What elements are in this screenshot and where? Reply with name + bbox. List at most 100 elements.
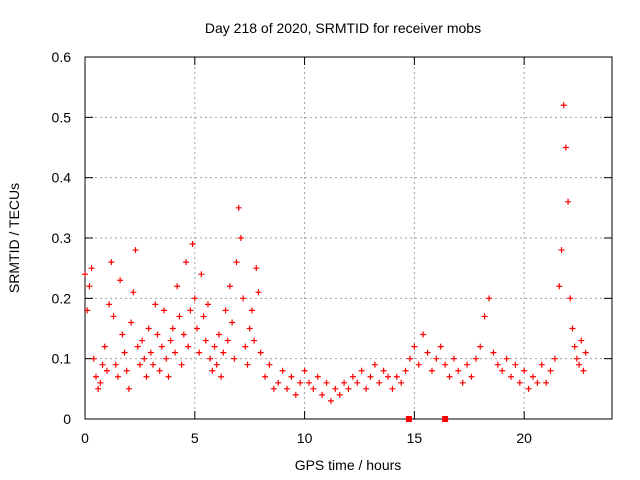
data-point [123, 367, 130, 374]
data-point [82, 271, 88, 278]
data-point [90, 355, 97, 362]
data-point [301, 367, 308, 374]
data-point [332, 385, 339, 392]
data-point [200, 313, 207, 320]
data-point [108, 259, 115, 266]
data-point [152, 301, 159, 308]
data-point [237, 235, 244, 241]
data-point [543, 379, 550, 386]
data-point [147, 349, 154, 356]
data-point [86, 283, 93, 290]
data-point [567, 295, 574, 302]
y-axis-label: SRMTID / TECUs [6, 183, 22, 293]
data-point [525, 385, 532, 392]
data-point [556, 283, 563, 290]
data-point [288, 373, 295, 380]
data-point [398, 379, 405, 386]
data-point [442, 361, 449, 368]
data-point [262, 373, 269, 380]
data-point [358, 367, 365, 374]
data-point [420, 331, 427, 338]
data-points [82, 102, 589, 404]
data-point [211, 343, 218, 350]
data-point [529, 373, 536, 380]
data-point [141, 355, 148, 362]
data-point [130, 289, 137, 296]
data-point [242, 343, 249, 350]
data-point [385, 373, 392, 380]
data-point [569, 325, 576, 332]
data-point [341, 379, 348, 386]
data-point [150, 361, 157, 368]
y-axis: 0 0.1 0.2 0.3 0.4 0.5 0.6 [52, 49, 612, 427]
data-point [547, 367, 554, 374]
data-point [534, 379, 541, 386]
data-point [84, 307, 91, 314]
data-point [106, 301, 113, 308]
data-point [110, 313, 117, 320]
data-point [224, 337, 231, 344]
data-point [503, 355, 510, 362]
data-point [103, 367, 110, 374]
data-point [154, 331, 161, 338]
data-point [198, 271, 205, 278]
data-point [284, 385, 291, 392]
data-point [446, 373, 453, 380]
data-point [99, 361, 106, 368]
data-point [468, 373, 475, 380]
data-point [363, 385, 370, 392]
data-point [521, 367, 528, 374]
y-tick-label: 0.2 [52, 290, 72, 306]
data-point [266, 361, 273, 368]
data-point [233, 259, 240, 266]
data-point [472, 355, 479, 362]
x-axis: 0 5 10 15 20 [81, 57, 532, 446]
data-point [174, 283, 181, 290]
data-point [128, 319, 135, 326]
data-point [551, 355, 558, 362]
data-point [565, 198, 572, 205]
data-point [393, 373, 400, 380]
y-tick-label: 0.3 [52, 230, 72, 246]
y-tick-label: 0.4 [52, 170, 72, 186]
data-point [481, 313, 488, 320]
data-point [415, 361, 422, 368]
data-point [218, 373, 225, 380]
data-point [507, 373, 514, 380]
grid [85, 57, 612, 419]
data-point [204, 301, 211, 308]
data-point [169, 325, 176, 332]
data-point [248, 307, 255, 314]
data-point [189, 241, 196, 248]
y-tick-label: 0.6 [52, 49, 72, 65]
data-point [176, 313, 183, 320]
data-point [464, 361, 471, 368]
data-point [95, 385, 102, 392]
data-point [163, 355, 170, 362]
data-point [139, 337, 146, 344]
data-point [380, 367, 387, 374]
data-point [428, 367, 435, 374]
data-point [215, 331, 222, 338]
data-point [226, 283, 233, 290]
data-point [235, 204, 242, 211]
data-point [246, 325, 253, 332]
data-point [167, 337, 174, 344]
data-point [573, 355, 580, 362]
data-point [433, 355, 440, 362]
data-point [389, 385, 396, 392]
data-point [112, 361, 119, 368]
x-tick-label: 20 [516, 430, 532, 446]
x-tick-label: 10 [297, 430, 313, 446]
data-point [143, 373, 150, 380]
data-point [376, 379, 383, 386]
data-point [240, 295, 247, 302]
x-tick-label: 15 [407, 430, 423, 446]
data-point [562, 144, 569, 151]
data-point [424, 349, 431, 356]
data-point [92, 373, 99, 380]
data-point [255, 289, 262, 296]
data-point [136, 361, 143, 368]
data-point [477, 343, 484, 350]
